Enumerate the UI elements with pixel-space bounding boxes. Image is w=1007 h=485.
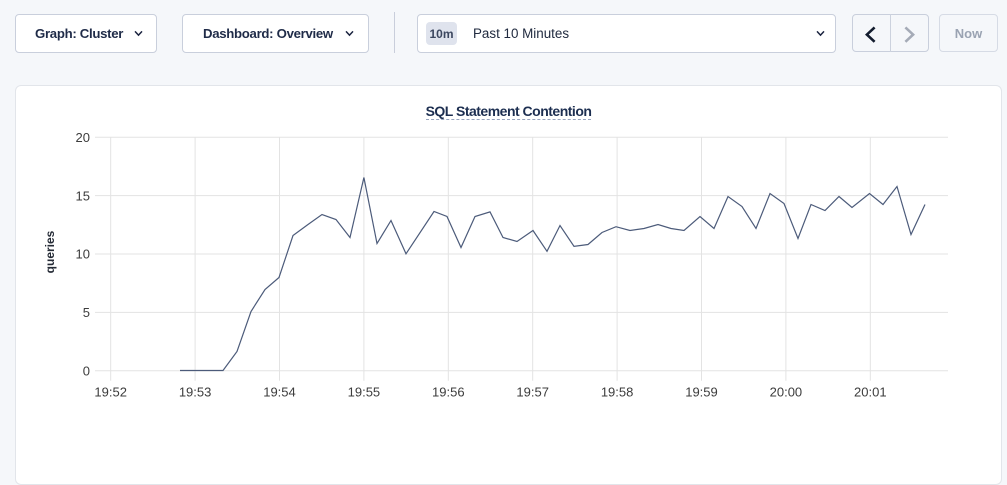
svg-text:20:01: 20:01: [854, 385, 887, 400]
svg-text:19:52: 19:52: [94, 385, 127, 400]
svg-text:19:57: 19:57: [516, 385, 549, 400]
svg-text:queries: queries: [43, 230, 57, 273]
svg-text:0: 0: [83, 363, 90, 378]
svg-text:19:53: 19:53: [179, 385, 212, 400]
svg-text:19:54: 19:54: [263, 385, 296, 400]
svg-text:19:56: 19:56: [432, 385, 465, 400]
svg-text:20: 20: [76, 130, 90, 145]
svg-text:5: 5: [83, 305, 90, 320]
svg-text:15: 15: [76, 188, 90, 203]
svg-text:19:59: 19:59: [685, 385, 718, 400]
svg-text:20:00: 20:00: [770, 385, 803, 400]
svg-text:10: 10: [76, 247, 90, 262]
svg-text:19:58: 19:58: [601, 385, 634, 400]
svg-text:19:55: 19:55: [348, 385, 381, 400]
